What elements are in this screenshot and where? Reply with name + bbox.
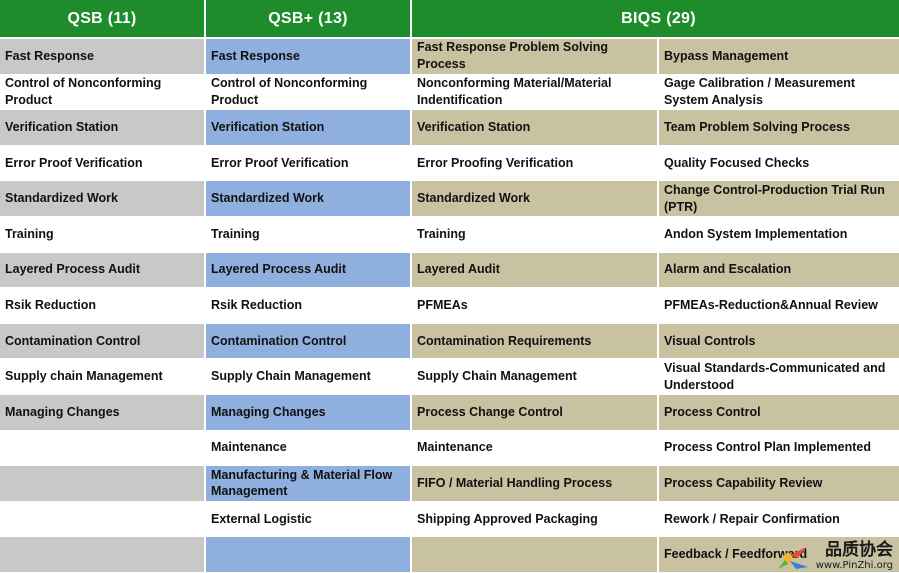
biqs-cell: Layered Audit <box>412 252 657 289</box>
biqs-cell: Supply Chain Management <box>412 359 657 395</box>
qsb-plus-cell: Standardized Work <box>206 181 410 217</box>
qsb-cell: Contamination Control <box>0 323 204 360</box>
biqs-cell: PFMEAs <box>412 288 657 324</box>
qsb-plus-cell: Verification Station <box>206 110 410 146</box>
biqs-cell: Shipping Approved Packaging <box>412 501 657 538</box>
biqs-cell: Fast Response Problem Solving Process <box>412 39 657 75</box>
biqs-cell: PFMEAs-Reduction&Annual Review <box>659 288 899 324</box>
biqs-cell: Team Problem Solving Process <box>659 110 899 146</box>
biqs-cell: Process Change Control <box>412 394 657 431</box>
qsb-plus-cell <box>206 537 410 573</box>
biqs-cell: Visual Standards-Communicated and Unders… <box>659 359 899 395</box>
biqs-cell: Gage Calibration / Measurement System An… <box>659 74 899 111</box>
qsb-cell: Fast Response <box>0 39 204 75</box>
qsb-cell: Supply chain Management <box>0 359 204 395</box>
biqs-cell: Process Control Plan Implemented <box>659 430 899 467</box>
biqs-cell: Change Control-Production Trial Run (PTR… <box>659 181 899 217</box>
biqs-cell: Verification Station <box>412 110 657 146</box>
qsb-plus-cell: Managing Changes <box>206 394 410 431</box>
qsb-plus-cell: External Logistic <box>206 501 410 538</box>
header-biqs: BIQS (29) <box>412 0 899 39</box>
biqs-cell: Feedback / Feedforward <box>659 537 899 573</box>
qsb-cell: Standardized Work <box>0 181 204 217</box>
qsb-cell: Training <box>0 216 204 253</box>
qsb-plus-cell: Layered Process Audit <box>206 252 410 289</box>
biqs-cell: Bypass Management <box>659 39 899 75</box>
biqs-cell: Training <box>412 216 657 253</box>
biqs-cell: Alarm and Escalation <box>659 252 899 289</box>
biqs-cell: Contamination Requirements <box>412 323 657 360</box>
qsb-cell <box>0 466 204 502</box>
biqs-cell: Maintenance <box>412 430 657 467</box>
biqs-cell: Andon System Implementation <box>659 216 899 253</box>
qsb-cell: Control of Nonconforming Product <box>0 74 204 111</box>
qsb-plus-cell: Control of Nonconforming Product <box>206 74 410 111</box>
biqs-cell: Process Control <box>659 394 899 431</box>
header-qsb: QSB (11) <box>0 0 204 39</box>
qsb-cell <box>0 501 204 538</box>
qsb-cell <box>0 430 204 467</box>
qsb-plus-cell: Maintenance <box>206 430 410 467</box>
biqs-cell: Rework / Repair Confirmation <box>659 501 899 538</box>
qsb-cell: Managing Changes <box>0 394 204 431</box>
biqs-cell: Error Proofing Verification <box>412 145 657 182</box>
qsb-plus-cell: Error Proof Verification <box>206 145 410 182</box>
qsb-plus-cell: Fast Response <box>206 39 410 75</box>
qsb-cell: Error Proof Verification <box>0 145 204 182</box>
qsb-cell: Layered Process Audit <box>0 252 204 289</box>
biqs-cell: FIFO / Material Handling Process <box>412 466 657 502</box>
biqs-cell: Visual Controls <box>659 323 899 360</box>
qsb-plus-cell: Manufacturing & Material Flow Management <box>206 466 410 502</box>
qsb-plus-cell: Training <box>206 216 410 253</box>
qsb-plus-cell: Rsik Reduction <box>206 288 410 324</box>
qsb-plus-cell: Supply Chain Management <box>206 359 410 395</box>
qsb-cell: Verification Station <box>0 110 204 146</box>
header-qsb-plus: QSB+ (13) <box>206 0 410 39</box>
biqs-cell: Standardized Work <box>412 181 657 217</box>
biqs-cell: Nonconforming Material/Material Indentif… <box>412 74 657 111</box>
qsb-cell <box>0 537 204 573</box>
qsb-plus-cell: Contamination Control <box>206 323 410 360</box>
qsb-cell: Rsik Reduction <box>0 288 204 324</box>
biqs-cell <box>412 537 657 573</box>
biqs-cell: Quality Focused Checks <box>659 145 899 182</box>
biqs-cell: Process Capability Review <box>659 466 899 502</box>
